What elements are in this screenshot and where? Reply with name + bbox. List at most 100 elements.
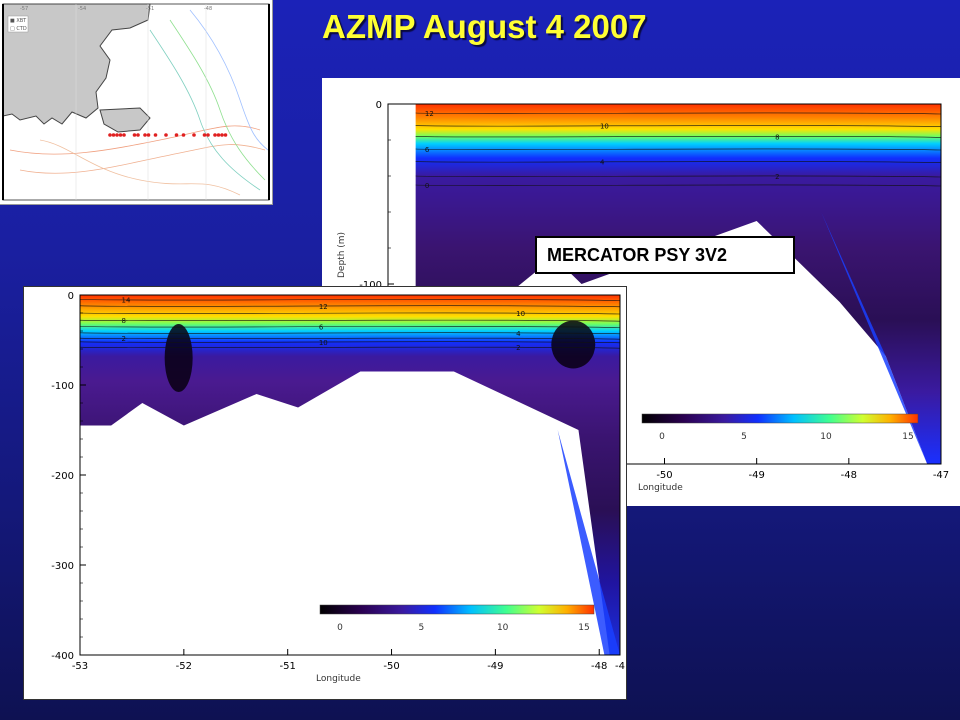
contour-line	[415, 135, 942, 138]
x-tick-label: -50	[383, 661, 399, 672]
station-dot	[213, 133, 217, 137]
land-peninsula	[99, 107, 151, 133]
colorbar	[319, 604, 595, 615]
colorbar-tick-label: 15	[902, 432, 913, 442]
colorbar-tick-label: 10	[497, 623, 509, 633]
colorbar-tick-label: 5	[741, 432, 747, 442]
station-dot	[153, 133, 158, 137]
y-axis-label: Depth (m)	[337, 232, 347, 278]
y-tick-label: -300	[51, 561, 74, 572]
station-dot	[122, 133, 126, 137]
contour-label: 4	[516, 330, 521, 338]
contour-line	[79, 346, 621, 349]
station-dot	[108, 133, 112, 137]
station-dot	[174, 133, 179, 137]
station-dot	[132, 133, 137, 137]
colorbar-tick-label: 0	[337, 623, 343, 633]
y-tick-label: 0	[376, 100, 382, 111]
station-dots	[108, 133, 228, 137]
station-dot	[202, 133, 207, 137]
station-dot	[192, 133, 196, 137]
station-map: -57 -54 -51 -48 ■ XBT □ CTD	[0, 0, 273, 205]
x-tick-label: -49	[487, 661, 503, 672]
station-dot	[146, 133, 151, 137]
mercator-section-chart: 1210864200-100-200-50-49-48-47LongitudeD…	[337, 100, 949, 493]
map-tick-3: -51	[146, 6, 154, 12]
contour-line	[79, 326, 621, 328]
y-tick-label: -200	[51, 471, 74, 482]
land-mass	[2, 3, 151, 125]
colorbar	[641, 413, 919, 424]
observed-section-panel: 14 12 10 8 6 4 2 10 2 0 -100 -200 -300 -400 -53 -52 -51 -…	[23, 286, 627, 700]
x-tick-label: -48	[591, 661, 607, 672]
x-tick-label: -50	[656, 470, 672, 481]
y-tick-label: -100	[359, 280, 382, 291]
contour-line	[79, 312, 621, 315]
slope-water	[557, 430, 620, 655]
station-dot	[181, 133, 186, 137]
colorbar-tick-label: 0	[659, 432, 665, 442]
map-tick-2: -54	[78, 6, 86, 12]
contour-line	[79, 332, 621, 335]
x-tick-label: -49	[748, 470, 764, 481]
contour-label: 2	[516, 344, 520, 352]
station-dot	[115, 133, 119, 137]
contour-label: 10	[600, 123, 609, 131]
map-legend-xbt: ■ XBT	[10, 18, 27, 24]
observed-section-chart: 14 12 10 8 6 4 2 10 2 0 -100 -200 -300 -400-53 -52 -51 -…	[51, 291, 625, 684]
x-tick-label: -47	[933, 470, 949, 481]
y-tick-label: -400	[51, 651, 74, 662]
contour-line	[415, 175, 942, 178]
station-dot	[216, 133, 221, 137]
contour-label: 8	[122, 317, 126, 325]
slope-water	[821, 212, 928, 464]
station-dot	[111, 133, 116, 137]
x-tick-label: -51	[280, 661, 296, 672]
contour-line	[415, 112, 942, 115]
contour-line	[79, 319, 621, 322]
station-dot	[118, 133, 123, 137]
station-dot	[136, 133, 140, 137]
colorbar-tick-label: 15	[578, 623, 589, 633]
temperature-field	[415, 104, 941, 464]
contour-line	[79, 337, 621, 340]
y-tick-label: 0	[68, 291, 74, 302]
station-dot	[164, 133, 168, 137]
contour-label: 12	[319, 303, 328, 311]
contour-label: 8	[775, 133, 779, 141]
map-legend-box	[7, 15, 29, 33]
station-dot	[206, 133, 210, 137]
map-legend-ctd: □ CTD	[10, 26, 27, 32]
contour-label: 6	[319, 324, 324, 332]
temperature-field	[80, 295, 620, 655]
page-title: AZMP August 4 2007	[322, 8, 647, 45]
contour-line	[79, 341, 621, 344]
x-axis-label: Longitude	[638, 483, 683, 493]
map-tick-4: -48	[204, 6, 212, 12]
contour-line	[415, 184, 942, 187]
cold-core	[551, 320, 596, 369]
colorbar-tick-label: 10	[820, 432, 832, 442]
contour-line	[415, 161, 942, 163]
x-axis-label: Longitude	[316, 674, 361, 684]
contour-line	[415, 148, 942, 151]
contour-label: 14	[122, 297, 131, 305]
station-dot	[220, 133, 224, 137]
cold-core	[164, 324, 193, 392]
contour-line	[415, 125, 942, 127]
contour-label: 12	[425, 110, 434, 118]
x-tick-label: -48	[841, 470, 857, 481]
x-tick-label: -52	[176, 661, 192, 672]
x-tick-label: -53	[72, 661, 88, 672]
contour-label: 4	[600, 159, 605, 167]
contour-line	[79, 305, 621, 308]
map-svg: -57 -54 -51 -48 ■ XBT □ CTD	[2, 3, 270, 201]
map-tick-1: -57	[20, 6, 28, 12]
colorbar-tick-label: 5	[418, 623, 424, 633]
contour-label: 10	[516, 310, 525, 318]
contour-label: 0	[425, 182, 429, 190]
contour-label: 2	[122, 335, 126, 343]
y-tick-label: -100	[51, 381, 74, 392]
station-dot	[143, 133, 147, 137]
x-tick-label: -4	[615, 661, 625, 672]
